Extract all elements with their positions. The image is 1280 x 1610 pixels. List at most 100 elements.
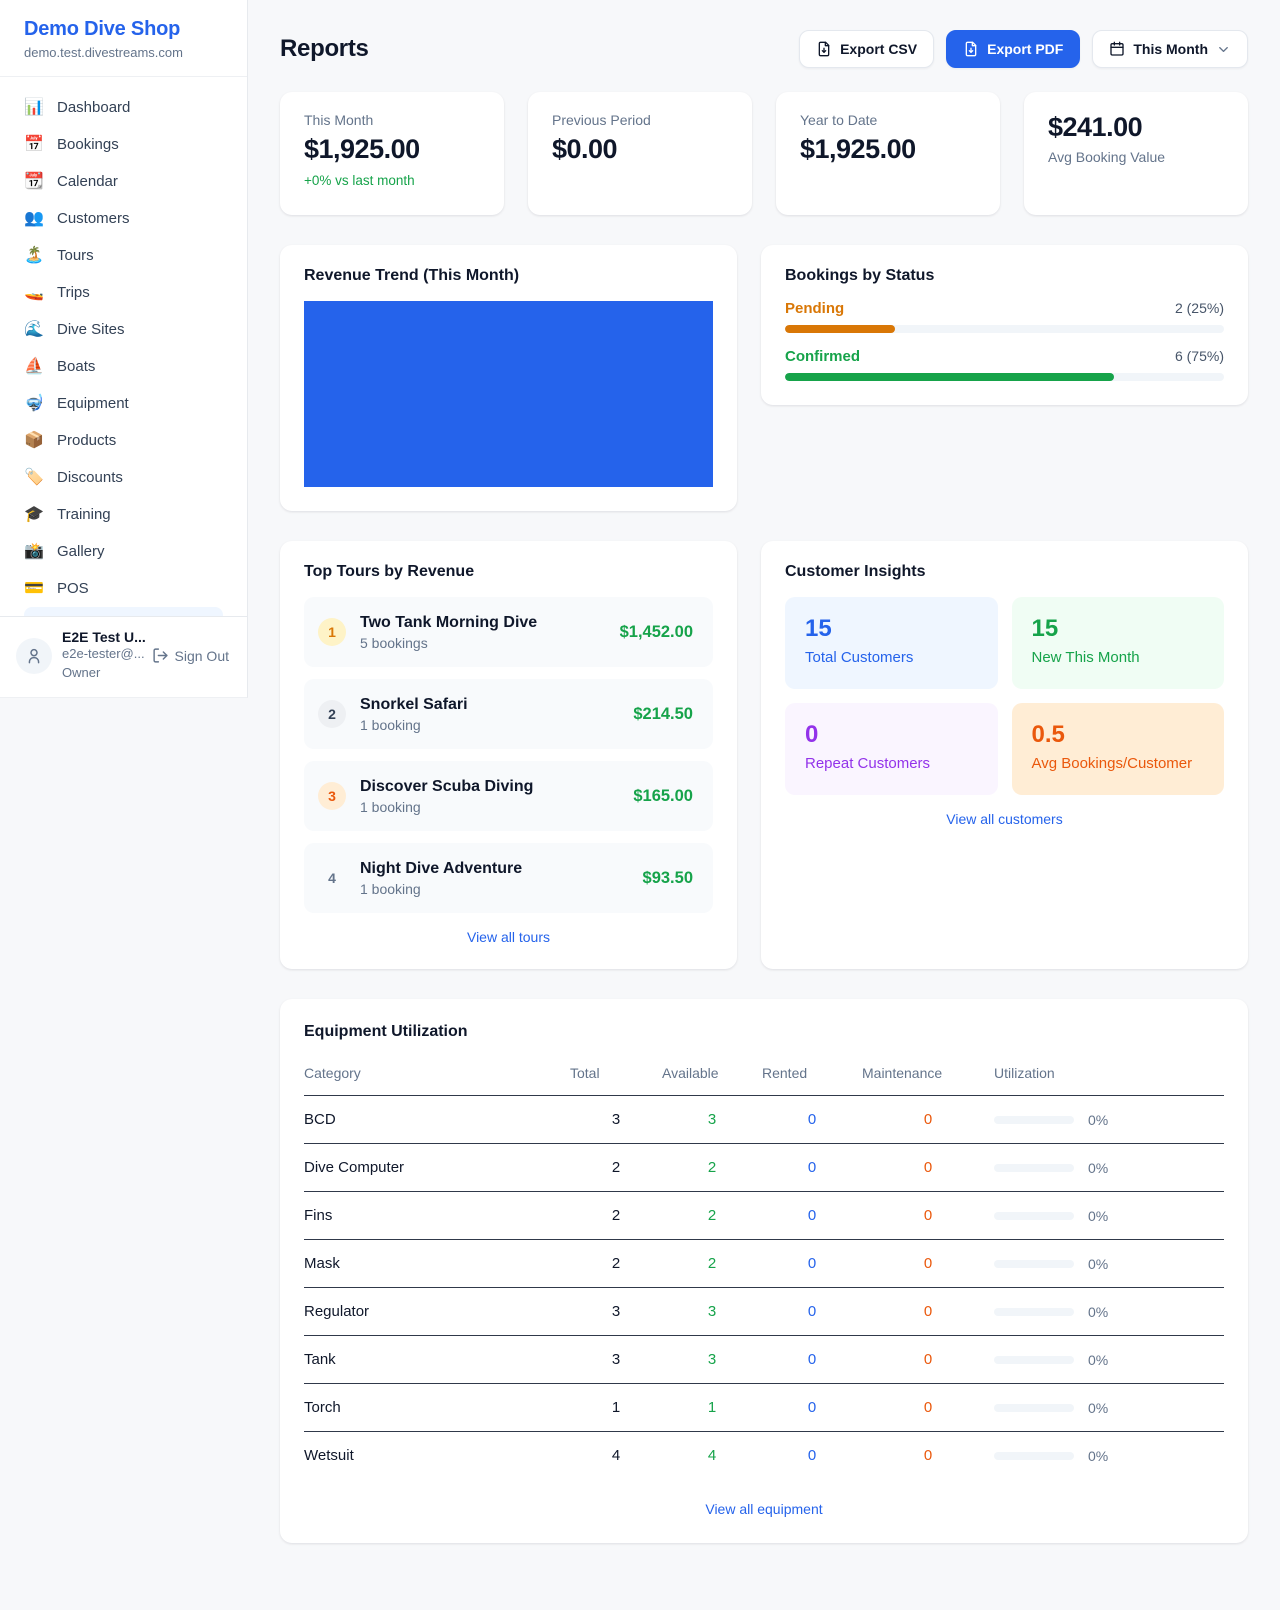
- stat-card-year-to-date: Year to Date $1,925.00: [776, 92, 1000, 215]
- equipment-category: Torch: [304, 1383, 570, 1432]
- sidebar-item-label: Training: [57, 506, 111, 523]
- export-csv-button[interactable]: Export CSV: [799, 30, 935, 68]
- view-all-customers-link[interactable]: View all customers: [946, 811, 1063, 827]
- utilization-bar: [994, 1355, 1074, 1364]
- equipment-total: 4: [611, 1447, 621, 1464]
- sidebar-item-products[interactable]: 📦 Products: [12, 422, 235, 459]
- equipment-available: 3: [662, 1287, 762, 1336]
- user-meta: E2E Test U... e2e-tester@... Owner: [62, 629, 146, 683]
- file-download-icon: [818, 41, 830, 57]
- sailboat-icon: ⛵: [24, 357, 44, 375]
- tour-revenue: $214.50: [633, 704, 693, 723]
- sidebar-item-pos[interactable]: 💳 POS: [12, 570, 235, 607]
- sidebar-item-trips[interactable]: 🚤 Trips: [12, 274, 235, 311]
- status-row-confirmed: Confirmed 6 (75%): [785, 348, 1224, 381]
- stat-card-this-month: This Month $1,925.00 +0% vs last month: [280, 92, 504, 215]
- equipment-row: Mask 2 2 0 0 0%: [304, 1239, 1224, 1288]
- equipment-rented: 0: [762, 1287, 862, 1336]
- stat-label: Avg Booking Value: [1048, 149, 1166, 165]
- equipment-row: Tank 3 3 0 0 0%: [304, 1335, 1224, 1384]
- equipment-maintenance: 0: [862, 1335, 994, 1384]
- insight-label: Avg Bookings/Customer: [1031, 755, 1193, 772]
- utilization-cell: 0%: [994, 1304, 1224, 1320]
- col-maintenance: Maintenance: [862, 1055, 994, 1096]
- sidebar-item-label: Calendar: [57, 173, 118, 190]
- equipment-utilization-title: Equipment Utilization: [304, 1023, 468, 1040]
- users-icon: 👥: [24, 209, 44, 227]
- logout-icon: [152, 648, 168, 663]
- stat-value: $0.00: [552, 134, 618, 164]
- sidebar-item-boats[interactable]: ⛵ Boats: [12, 348, 235, 385]
- header-actions: Export CSV Export PDF This Month: [799, 30, 1248, 68]
- utilization-cell: 0%: [994, 1112, 1224, 1128]
- sidebar-item-calendar[interactable]: 📆 Calendar: [12, 163, 235, 200]
- utilization-percent: 0%: [1088, 1255, 1109, 1272]
- rank-badge: 2: [318, 700, 346, 728]
- equipment-table: Category Total Available Rented Maintena…: [304, 1055, 1224, 1479]
- sidebar-item-equipment[interactable]: 🤿 Equipment: [12, 385, 235, 422]
- equipment-available: 3: [662, 1335, 762, 1384]
- sidebar-item-label: Boats: [57, 358, 96, 375]
- user-role: Owner: [62, 664, 101, 680]
- sidebar-item-training[interactable]: 🎓 Training: [12, 496, 235, 533]
- insight-label: Repeat Customers: [805, 755, 931, 772]
- equipment-row: Wetsuit 4 4 0 0 0%: [304, 1432, 1224, 1480]
- sidebar-item-tours[interactable]: 🏝️ Tours: [12, 237, 235, 274]
- main-content: Reports Export CSV Export PDF This Month…: [248, 0, 1280, 1583]
- view-all-equipment-link[interactable]: View all equipment: [705, 1501, 823, 1517]
- stat-value: $241.00: [1048, 112, 1143, 142]
- equipment-maintenance: 0: [862, 1143, 994, 1192]
- progress-fill-pending: [785, 325, 895, 333]
- sidebar-item-bookings[interactable]: 📅 Bookings: [12, 126, 235, 163]
- view-all-tours-link[interactable]: View all tours: [466, 929, 550, 945]
- equipment-available: 3: [662, 1095, 762, 1144]
- equipment-category: BCD: [304, 1095, 570, 1144]
- equipment-row: Fins 2 2 0 0 0%: [304, 1191, 1224, 1240]
- tour-revenue: $1,452.00: [619, 622, 693, 641]
- sidebar-item-label: Bookings: [57, 136, 119, 153]
- equipment-row: Dive Computer 2 2 0 0 0%: [304, 1143, 1224, 1192]
- customer-insights-panel: Customer Insights 15 Total Customers 15 …: [761, 541, 1248, 969]
- avatar: [16, 637, 52, 674]
- utilization-cell: 0%: [994, 1208, 1224, 1224]
- equipment-category: Fins: [304, 1191, 570, 1240]
- utilization-percent: 0%: [1088, 1399, 1109, 1416]
- equipment-row: BCD 3 3 0 0 0%: [304, 1095, 1224, 1144]
- equipment-rented: 0: [762, 1335, 862, 1384]
- equipment-row: Torch 1 1 0 0 0%: [304, 1383, 1224, 1432]
- insight-tile-total-customers: 15 Total Customers: [785, 597, 998, 689]
- utilization-percent: 0%: [1088, 1207, 1109, 1224]
- progress-fill-confirmed: [785, 373, 1115, 381]
- period-dropdown[interactable]: This Month: [1092, 30, 1248, 68]
- tour-name: Discover Scuba Diving: [360, 777, 534, 795]
- tour-row: 2 Snorkel Safari 1 booking $214.50: [304, 679, 713, 749]
- tour-revenue: $165.00: [633, 786, 693, 805]
- bookings-by-status-title: Bookings by Status: [785, 267, 935, 284]
- sidebar-item-label: Discounts: [57, 469, 123, 486]
- equipment-total: 3: [570, 1287, 662, 1336]
- sidebar-item-customers[interactable]: 👥 Customers: [12, 200, 235, 237]
- camera-icon: 📸: [24, 542, 44, 560]
- insight-tile-avg-bookings: 0.5 Avg Bookings/Customer: [1011, 703, 1224, 795]
- equipment-rented: 0: [762, 1095, 862, 1144]
- user-name: E2E Test U...: [62, 629, 146, 645]
- tour-row: 4 Night Dive Adventure 1 booking $93.50: [304, 843, 713, 913]
- sidebar-item-dashboard[interactable]: 📊 Dashboard: [12, 89, 235, 126]
- tour-bookings: 1 booking: [360, 716, 421, 733]
- charts-row: Revenue Trend (This Month) Bookings by S…: [280, 245, 1248, 511]
- utilization-bar: [994, 1307, 1074, 1316]
- user-email: e2e-tester@...: [62, 646, 145, 661]
- utilization-percent: 0%: [1088, 1303, 1109, 1320]
- sidebar-item-reports-partial[interactable]: [24, 607, 223, 616]
- stat-label: Year to Date: [800, 112, 878, 128]
- sidebar-item-dive-sites[interactable]: 🌊 Dive Sites: [12, 311, 235, 348]
- export-pdf-button[interactable]: Export PDF: [946, 30, 1081, 68]
- sidebar-item-discounts[interactable]: 🏷️ Discounts: [12, 459, 235, 496]
- sidebar-item-gallery[interactable]: 📸 Gallery: [12, 533, 235, 570]
- tour-row: 1 Two Tank Morning Dive 5 bookings $1,45…: [304, 597, 713, 667]
- bookings-by-status-panel: Bookings by Status Pending 2 (25%) Confi…: [761, 245, 1248, 405]
- insight-tile-repeat-customers: 0 Repeat Customers: [785, 703, 998, 795]
- equipment-available: 1: [662, 1383, 762, 1432]
- equipment-total: 2: [570, 1191, 662, 1240]
- sign-out-button[interactable]: Sign Out: [150, 645, 231, 666]
